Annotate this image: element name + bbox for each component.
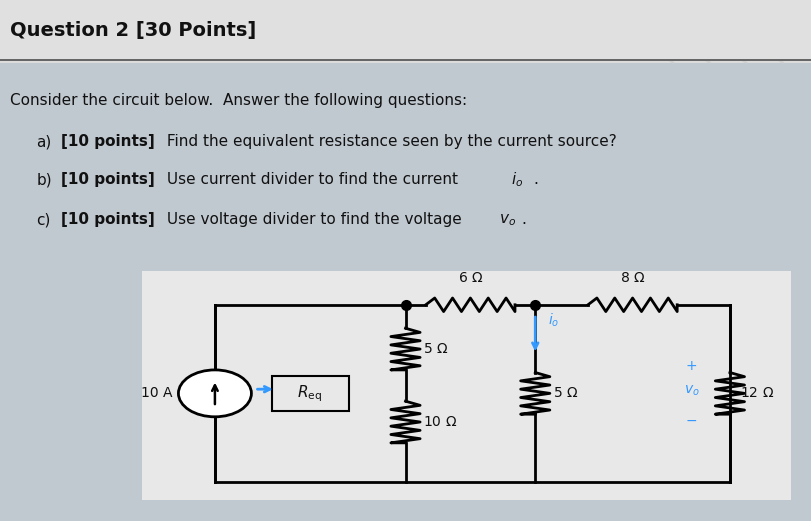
Bar [0,59,811,61]
Text: [10 points]: [10 points] [61,172,155,187]
Circle shape [178,370,251,417]
Text: 10 $\Omega$: 10 $\Omega$ [423,415,457,429]
FancyBboxPatch shape [0,0,811,60]
Text: $R_{\mathrm{eq}}$: $R_{\mathrm{eq}}$ [298,383,322,404]
Text: Find the equivalent resistance seen by the current source?: Find the equivalent resistance seen by t… [162,134,617,149]
Text: .: . [534,172,539,187]
Text: Use voltage divider to find the voltage: Use voltage divider to find the voltage [162,213,467,227]
Text: 12 $\Omega$: 12 $\Omega$ [740,387,774,400]
Text: Question 2 [30 Points]: Question 2 [30 Points] [10,21,256,40]
Text: Consider the circuit below.  Answer the following questions:: Consider the circuit below. Answer the f… [10,93,467,107]
FancyBboxPatch shape [0,63,811,521]
Text: .: . [521,213,526,227]
Text: $v_o$: $v_o$ [499,212,516,228]
Text: $v_o$: $v_o$ [684,383,700,398]
Text: 10 A: 10 A [141,387,173,400]
FancyBboxPatch shape [272,376,349,411]
Text: 6 $\Omega$: 6 $\Omega$ [457,271,483,285]
Text: −: − [685,414,697,427]
Text: [10 points]: [10 points] [61,134,155,149]
FancyBboxPatch shape [0,0,811,63]
Text: 8 $\Omega$: 8 $\Omega$ [620,271,646,285]
Text: 5 $\Omega$: 5 $\Omega$ [423,342,448,356]
Text: $i_o$: $i_o$ [548,312,560,329]
Text: Use current divider to find the current: Use current divider to find the current [162,172,463,187]
Text: c): c) [36,213,51,227]
Text: 5 $\Omega$: 5 $\Omega$ [553,387,578,400]
Text: +: + [685,359,697,373]
FancyBboxPatch shape [142,271,791,500]
Text: [10 points]: [10 points] [61,213,155,227]
Text: $i_o$: $i_o$ [511,170,523,189]
Text: a): a) [36,134,52,149]
Text: b): b) [36,172,52,187]
